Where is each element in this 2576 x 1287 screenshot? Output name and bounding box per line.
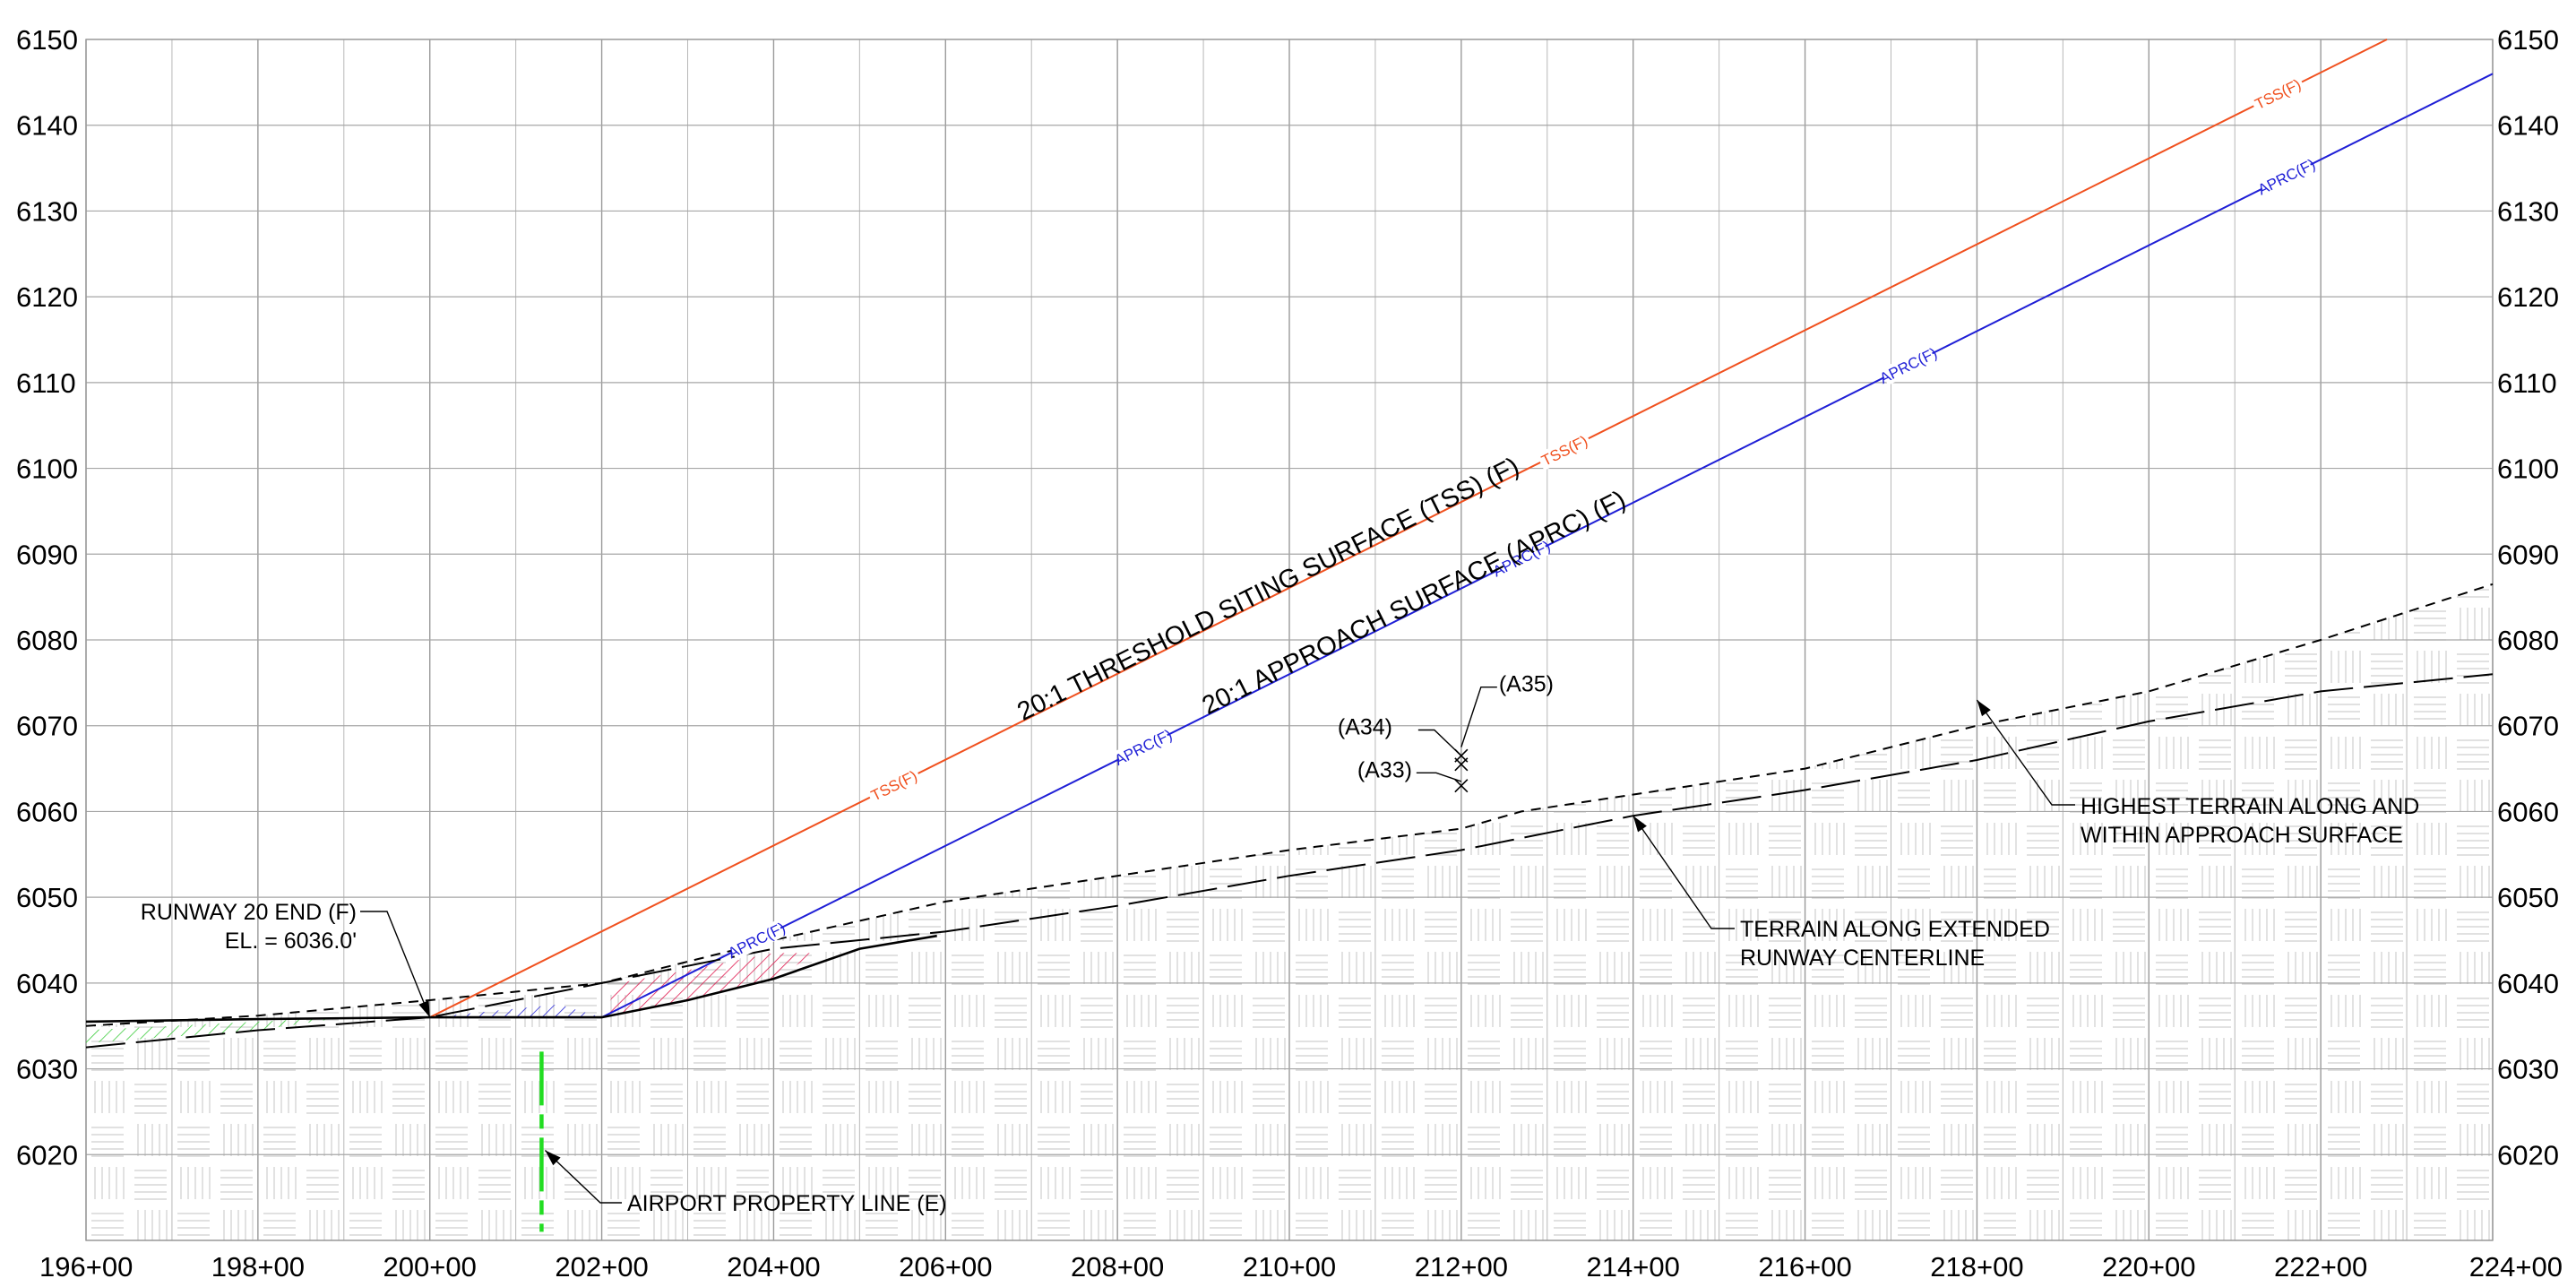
x-tick-label: 208+00 (1071, 1251, 1164, 1283)
axis-tick-labels: 6020 6020 6030 6030 6040 6040 6050 6050 6060 6060… (16, 24, 2563, 1283)
leader-arrowhead (1977, 700, 1991, 717)
obstructions: (A34) (A35) (A33) (1338, 672, 1554, 793)
callouts: RUNWAY 20 END (F) EL. = 6036.0' TERRAIN … (141, 794, 2420, 1216)
y-tick-label-right: 6090 (2497, 539, 2559, 570)
hatched-areas (86, 953, 817, 1043)
obstruction-label-a34: (A34) (1338, 715, 1392, 740)
property-line-callout: AIRPORT PROPERTY LINE (E) (627, 1191, 947, 1216)
y-tick-label-left: 6050 (16, 882, 78, 913)
leader-arrowhead (418, 1000, 430, 1018)
y-tick-label-left: 6140 (16, 110, 78, 142)
leader-line (1976, 699, 2075, 806)
obstruction-marker (1454, 779, 1469, 793)
leader-line (360, 911, 431, 1018)
x-tick-label: 206+00 (899, 1251, 992, 1283)
aprc-tag-mask (728, 920, 785, 961)
y-tick-label-left: 6020 (16, 1139, 78, 1170)
y-tick-label-right: 6050 (2497, 882, 2559, 913)
runway-end-callout-line1: RUNWAY 20 END (F) (141, 900, 357, 925)
aprc-tag: APRC(F) (1877, 344, 1940, 387)
green-hatch-area (86, 1017, 344, 1043)
plot-frame (85, 39, 2494, 1241)
tss-tag: TSS(F) (2253, 76, 2304, 113)
highest-terrain-callout-line2: WITHIN APPROACH SURFACE (2081, 823, 2403, 848)
highest-terrain-callout-line1: HIGHEST TERRAIN ALONG AND (2081, 794, 2419, 819)
y-tick-label-left: 6130 (16, 195, 78, 227)
x-tick-label: 222+00 (2274, 1251, 2367, 1283)
callout-leaders (360, 699, 2075, 1204)
tss-tag-mask (2249, 73, 2306, 115)
profile-lines (85, 39, 2494, 1049)
y-tick-label-right: 6030 (2497, 1054, 2559, 1085)
tss-tag: TSS(F) (868, 767, 919, 804)
obstruction-label-a33: (A33) (1357, 757, 1412, 782)
aprc-tag-mask (2258, 156, 2315, 197)
leader-arrowhead (1633, 816, 1647, 833)
centerline-callout-line1: TERRAIN ALONG EXTENDED (1740, 917, 2050, 942)
leader-arrowhead (545, 1150, 561, 1166)
x-tick-label: 214+00 (1587, 1251, 1680, 1283)
y-tick-label-right: 6080 (2497, 625, 2559, 656)
runway-end-callout-line2: EL. = 6036.0' (225, 929, 357, 954)
y-tick-label-left: 6040 (16, 968, 78, 999)
y-tick-label-right: 6020 (2497, 1139, 2559, 1170)
y-tick-label-right: 6040 (2497, 968, 2559, 999)
tss-line (429, 39, 2388, 1018)
x-tick-label: 198+00 (211, 1251, 305, 1283)
y-tick-label-right: 6150 (2497, 24, 2559, 56)
grid (85, 39, 2494, 1241)
blue-hatch-area (429, 1004, 602, 1018)
y-tick-label-left: 6110 (16, 367, 76, 399)
y-tick-label-right: 6100 (2497, 453, 2559, 485)
centerline-callout-line2: RUNWAY CENTERLINE (1740, 946, 1985, 971)
red-hatch-area (601, 953, 817, 1018)
centerline-terrain-line (85, 673, 2494, 1049)
y-tick-label-left: 6080 (16, 625, 78, 656)
y-tick-label-left: 6070 (16, 711, 78, 742)
x-tick-label: 202+00 (555, 1251, 648, 1283)
y-tick-label-left: 6060 (16, 796, 78, 827)
y-tick-label-right: 6060 (2497, 796, 2559, 827)
y-tick-label-left: 6090 (16, 539, 78, 570)
aprc-line (601, 73, 2494, 1018)
x-tick-label: 200+00 (383, 1251, 477, 1283)
x-tick-label: 196+00 (39, 1251, 133, 1283)
y-tick-label-right: 6120 (2497, 281, 2559, 313)
x-tick-label: 224+00 (2469, 1251, 2563, 1283)
tss-tag-mask (866, 765, 923, 806)
obstruction-label-a35: (A35) (1499, 672, 1554, 697)
y-tick-label-right: 6110 (2497, 367, 2557, 399)
y-tick-label-right: 6130 (2497, 195, 2559, 227)
y-tick-label-left: 6100 (16, 453, 78, 485)
tss-tag: TSS(F) (1538, 432, 1590, 469)
leader-line (1633, 815, 1735, 929)
y-tick-label-right: 6140 (2497, 110, 2559, 142)
y-tick-label-left: 6120 (16, 281, 78, 313)
aprc-tag: APRC(F) (2255, 156, 2318, 199)
obstruction-leader (1417, 729, 1462, 756)
aprc-tag-mask (1493, 538, 1550, 579)
leader-line (544, 1149, 622, 1204)
x-tick-label: 210+00 (1243, 1251, 1336, 1283)
highest-terrain-line (85, 583, 2494, 1027)
x-tick-label: 204+00 (727, 1251, 820, 1283)
runway-grade-line (85, 934, 937, 1024)
tss-tag-mask (1536, 430, 1593, 471)
obstruction-leader (1416, 772, 1462, 782)
x-tick-label: 212+00 (1415, 1251, 1508, 1283)
y-tick-label-left: 6150 (16, 24, 78, 56)
aprc-tag-mask (1880, 345, 1936, 386)
x-tick-label: 218+00 (1930, 1251, 2023, 1283)
x-tick-label: 220+00 (2102, 1251, 2195, 1283)
aprc-tag-mask (1115, 727, 1172, 767)
y-tick-label-left: 6030 (16, 1054, 78, 1085)
x-tick-label: 216+00 (1758, 1251, 1851, 1283)
y-tick-label-right: 6070 (2497, 711, 2559, 742)
aprc-tag: APRC(F) (1112, 726, 1175, 769)
obstruction-leader (1460, 686, 1497, 747)
